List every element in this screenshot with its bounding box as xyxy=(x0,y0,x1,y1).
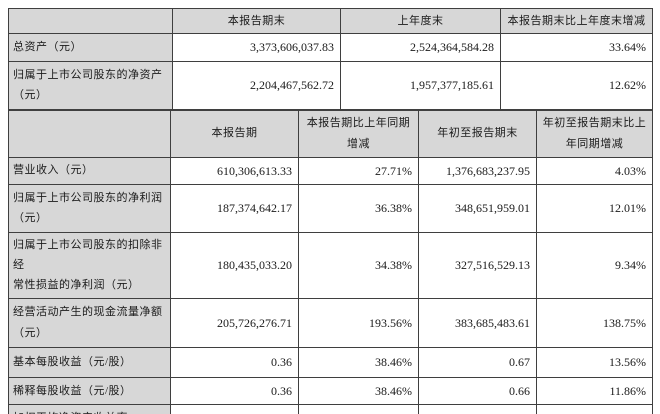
cell-value: 0.36 xyxy=(170,376,299,405)
cell-value: 4.03% xyxy=(536,156,653,185)
row-label-weighted-avg-roe: 加权平均净资产收益率 xyxy=(8,403,171,414)
cell-value: 348,651,959.01 xyxy=(418,183,537,233)
cell-value: 1.76% xyxy=(298,403,419,414)
cell-value: 12.62% xyxy=(500,60,653,110)
cell-value: 12.01% xyxy=(536,183,653,233)
cell-value: 205,726,276.71 xyxy=(170,297,299,348)
cell-value: 3,373,606,037.83 xyxy=(172,33,341,62)
row-label-diluted-eps: 稀释每股收益（元/股） xyxy=(8,376,171,405)
cell-value: 0.67 xyxy=(418,346,537,378)
cell-value: 36.38% xyxy=(298,183,419,233)
table-row: 归属于上市公司股东的扣除非经 常性损益的净利润（元） 180,435,033.2… xyxy=(8,231,653,299)
cell-value: 327,516,529.13 xyxy=(418,231,537,299)
table-row: 稀释每股收益（元/股） 0.36 38.46% 0.66 11.86% xyxy=(8,376,653,405)
table-row: 总资产（元） 3,373,606,037.83 2,524,364,584.28… xyxy=(8,33,653,62)
table-row: 营业收入（元） 610,306,613.33 27.71% 1,376,683,… xyxy=(8,156,653,185)
corner-cell xyxy=(8,109,171,158)
corner-cell xyxy=(8,7,173,35)
table-row: 加权平均净资产收益率 8.88% 1.76% 16.76% -0.58% xyxy=(8,403,653,414)
cell-value: 38.46% xyxy=(298,346,419,378)
column-header-change-vs-prior-year-end: 本报告期末比上年度末增减 xyxy=(500,7,653,35)
cell-value: 8.88% xyxy=(170,403,299,414)
table-header-row: 本报告期末 上年度末 本报告期末比上年度末增减 xyxy=(8,7,653,35)
table-row: 经营活动产生的现金流量净额 （元） 205,726,276.71 193.56%… xyxy=(8,297,653,348)
cell-value: 610,306,613.33 xyxy=(170,156,299,185)
table-header-row: 本报告期 本报告期比上年同期 增减 年初至报告期末 年初至报告期末比上 年同期增… xyxy=(8,109,653,158)
table-row: 归属于上市公司股东的净利润 （元） 187,374,642.17 36.38% … xyxy=(8,183,653,233)
cell-value: 180,435,033.20 xyxy=(170,231,299,299)
cell-value: 27.71% xyxy=(298,156,419,185)
cell-value: 1,957,377,185.61 xyxy=(340,60,501,110)
row-label-total-assets: 总资产（元） xyxy=(8,33,173,62)
cell-value: 193.56% xyxy=(298,297,419,348)
cell-value: 1,376,683,237.95 xyxy=(418,156,537,185)
column-header-change-vs-same-period: 本报告期比上年同期 增减 xyxy=(298,109,419,158)
reporting-period-summary-table: 本报告期 本报告期比上年同期 增减 年初至报告期末 年初至报告期末比上 年同期增… xyxy=(8,109,653,414)
table-row: 基本每股收益（元/股） 0.36 38.46% 0.67 13.56% xyxy=(8,346,653,378)
column-header-prior-year-end: 上年度末 xyxy=(340,7,501,35)
cell-value: 2,204,467,562.72 xyxy=(172,60,341,110)
column-header-current-period-end: 本报告期末 xyxy=(172,7,341,35)
cell-value: 9.34% xyxy=(536,231,653,299)
table-row: 归属于上市公司股东的净资产 （元） 2,204,467,562.72 1,957… xyxy=(8,60,653,110)
column-header-current-period: 本报告期 xyxy=(170,109,299,158)
row-label-net-profit: 归属于上市公司股东的净利润 （元） xyxy=(8,183,171,233)
column-header-ytd-change-vs-same-period: 年初至报告期末比上 年同期增减 xyxy=(536,109,653,158)
row-label-operating-revenue: 营业收入（元） xyxy=(8,156,171,185)
cell-value: 383,685,483.61 xyxy=(418,297,537,348)
row-label-operating-cash-flow: 经营活动产生的现金流量净额 （元） xyxy=(8,297,171,348)
cell-value: 0.36 xyxy=(170,346,299,378)
cell-value: 138.75% xyxy=(536,297,653,348)
cell-value: 0.66 xyxy=(418,376,537,405)
cell-value: 38.46% xyxy=(298,376,419,405)
cell-value: 16.76% xyxy=(418,403,537,414)
cell-value: 34.38% xyxy=(298,231,419,299)
column-header-year-to-date: 年初至报告期末 xyxy=(418,109,537,158)
period-end-summary-table: 本报告期末 上年度末 本报告期末比上年度末增减 总资产（元） 3,373,606… xyxy=(8,7,653,110)
cell-value: 11.86% xyxy=(536,376,653,405)
cell-value: 2,524,364,584.28 xyxy=(340,33,501,62)
row-label-basic-eps: 基本每股收益（元/股） xyxy=(8,346,171,378)
cell-value: 33.64% xyxy=(500,33,653,62)
row-label-net-profit-excl-nonrecurring: 归属于上市公司股东的扣除非经 常性损益的净利润（元） xyxy=(8,231,171,299)
cell-value: 187,374,642.17 xyxy=(170,183,299,233)
cell-value: 13.56% xyxy=(536,346,653,378)
cell-value: -0.58% xyxy=(536,403,653,414)
row-label-net-assets: 归属于上市公司股东的净资产 （元） xyxy=(8,60,173,110)
